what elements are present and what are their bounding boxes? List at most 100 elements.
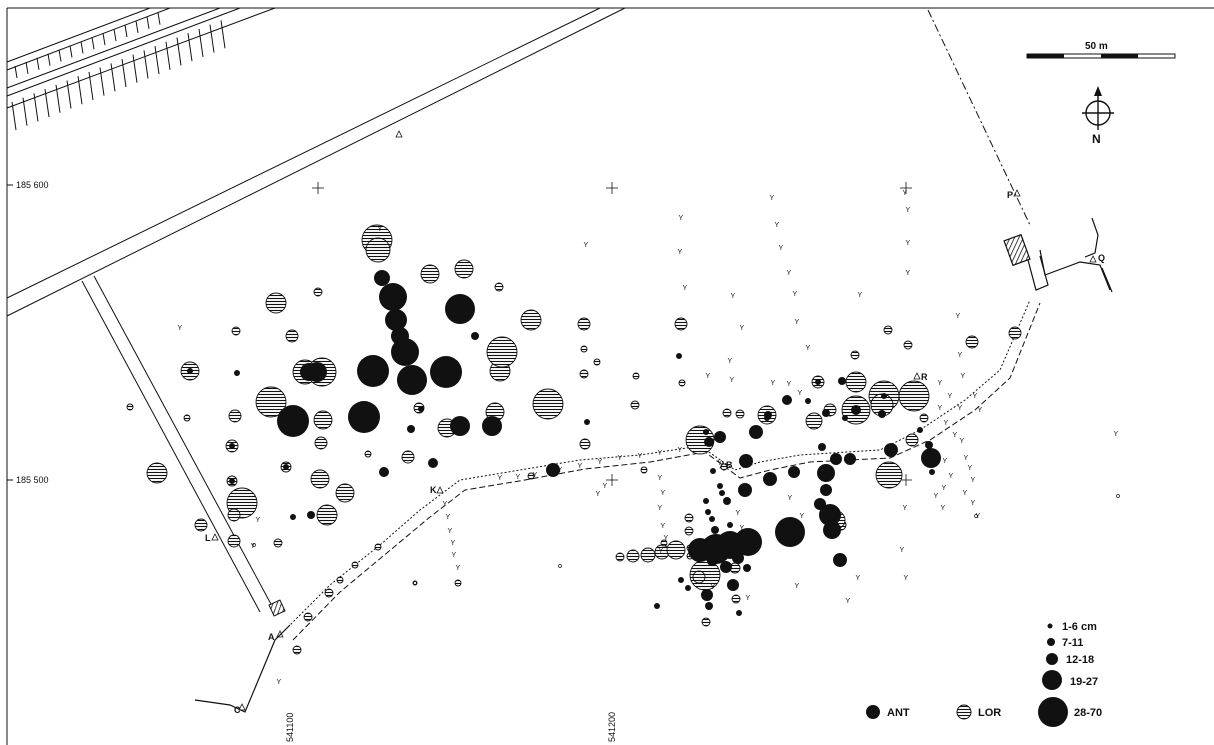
svg-text:Y: Y (788, 495, 793, 502)
svg-text:Y: Y (661, 490, 666, 497)
boundary-line (927, 9, 1031, 226)
svg-text:Y: Y (728, 358, 733, 365)
svg-text:Y: Y (664, 535, 669, 542)
svg-text:Y: Y (949, 473, 954, 480)
svg-text:Y: Y (659, 548, 664, 555)
building-right (1003, 217, 1113, 293)
svg-text:Y: Y (658, 475, 663, 482)
svg-text:Y: Y (787, 270, 792, 277)
svg-text:Y: Y (798, 390, 803, 397)
svg-text:Y: Y (456, 565, 461, 572)
svg-text:Y: Y (943, 458, 948, 465)
svg-text:Y: Y (942, 485, 947, 492)
scale-bar-label: 50 m (1085, 41, 1108, 52)
legend-ant-icon (866, 705, 880, 719)
svg-text:Y: Y (795, 583, 800, 590)
svg-text:Y: Y (973, 393, 978, 400)
svg-text:Y: Y (961, 373, 966, 380)
svg-text:Y: Y (938, 405, 943, 412)
svg-text:Y: Y (638, 453, 643, 460)
svg-text:Y: Y (971, 477, 976, 484)
svg-text:Y: Y (658, 450, 663, 457)
svg-text:Y: Y (277, 679, 282, 686)
north-label: N (1092, 132, 1101, 146)
coord-y-bottom: 185 500 (16, 475, 49, 485)
coord-x-left: 541100 (285, 713, 295, 742)
svg-text:Y: Y (856, 575, 861, 582)
svg-text:Y: Y (730, 377, 735, 384)
svg-text:Y: Y (976, 513, 981, 520)
svg-text:Y: Y (658, 505, 663, 512)
lor-trees (126, 224, 1120, 655)
svg-text:Y: Y (963, 490, 968, 497)
svg-text:Y: Y (678, 249, 683, 256)
svg-text:Y: Y (378, 226, 383, 233)
survey-point-p: P (1007, 190, 1013, 200)
coord-y-top: 185 600 (16, 180, 49, 190)
svg-text:Y: Y (740, 525, 745, 532)
svg-text:Y: Y (858, 292, 863, 299)
svg-text:Y: Y (770, 195, 775, 202)
svg-text:Y: Y (953, 432, 958, 439)
north-arrow (1082, 86, 1114, 130)
svg-text:Y: Y (948, 393, 953, 400)
svg-text:Y: Y (618, 455, 623, 462)
svg-text:Y: Y (498, 475, 503, 482)
svg-text:Y: Y (178, 325, 183, 332)
svg-text:Y: Y (443, 501, 448, 508)
svg-text:Y: Y (598, 459, 603, 466)
legend-lor-icon (956, 704, 972, 720)
svg-text:Y: Y (906, 240, 911, 247)
scale-bar: 50 m (1026, 41, 1176, 59)
svg-text:Y: Y (584, 242, 589, 249)
svg-text:Y: Y (706, 373, 711, 380)
svg-text:Y: Y (683, 285, 688, 292)
legend-size-4: 19-27 (1070, 676, 1098, 688)
svg-text:Y: Y (903, 190, 908, 197)
svg-text:Y: Y (661, 523, 666, 530)
survey-point-k: K (430, 485, 437, 495)
coordinate-labels: 185 600 185 500 541100 541200 (7, 180, 617, 742)
svg-text:Y: Y (596, 491, 601, 498)
svg-text:Y: Y (900, 547, 905, 554)
legend-size-1: 1-6 cm (1062, 621, 1097, 633)
legend-size-5: 28-70 (1074, 707, 1102, 719)
svg-text:Y: Y (516, 474, 521, 481)
svg-text:Y: Y (906, 270, 911, 277)
svg-text:Y: Y (903, 505, 908, 512)
svg-text:Y: Y (934, 493, 939, 500)
svg-text:Y: Y (793, 291, 798, 298)
svg-text:Y: Y (978, 407, 983, 414)
survey-point-a: A (268, 632, 275, 642)
svg-text:Y: Y (533, 472, 538, 479)
svg-text:Y: Y (795, 319, 800, 326)
svg-text:Y: Y (956, 313, 961, 320)
svg-text:Y: Y (944, 420, 949, 427)
svg-text:Y: Y (452, 552, 457, 559)
svg-text:Y: Y (800, 513, 805, 520)
legend-size-5-icon (1038, 697, 1068, 727)
svg-text:Y: Y (740, 325, 745, 332)
survey-point-b: B (726, 460, 733, 470)
svg-text:Y: Y (964, 455, 969, 462)
svg-text:Y: Y (960, 438, 965, 445)
svg-text:Y: Y (806, 345, 811, 352)
svg-text:Y: Y (904, 575, 909, 582)
svg-text:Y: Y (971, 500, 976, 507)
stream-line (194, 624, 291, 713)
survey-point-q: Q (1098, 253, 1105, 263)
svg-text:Y: Y (1114, 431, 1119, 438)
legend: 1-6 cm 7-11 12-18 19-27 28-70 ANT LOR (866, 621, 1102, 727)
svg-text:Y: Y (731, 293, 736, 300)
svg-text:Y: Y (958, 352, 963, 359)
legend-size-1-icon (1047, 623, 1053, 629)
svg-text:Y: Y (958, 405, 963, 412)
legend-size-2-icon (1047, 638, 1055, 646)
survey-point-c: C (234, 705, 241, 715)
svg-text:Y: Y (446, 514, 451, 521)
svg-text:Y: Y (578, 463, 583, 470)
svg-text:Y: Y (558, 467, 563, 474)
svg-text:Y: Y (603, 483, 608, 490)
svg-text:Y: Y (256, 517, 261, 524)
railway (6, 7, 276, 131)
